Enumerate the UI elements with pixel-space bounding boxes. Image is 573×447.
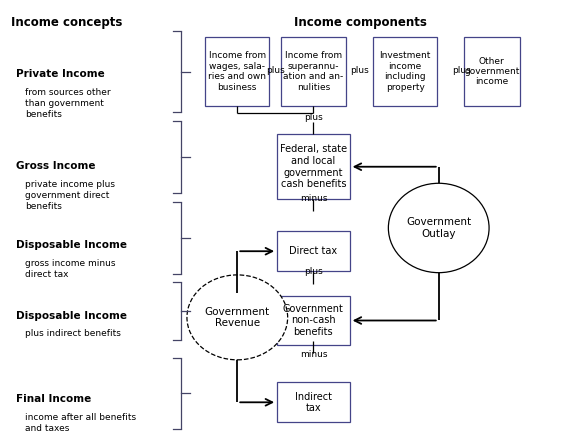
FancyBboxPatch shape (464, 37, 520, 106)
FancyBboxPatch shape (277, 296, 350, 345)
Text: plus: plus (304, 267, 323, 276)
Text: Income from
wages, sala-
ries and own
business: Income from wages, sala- ries and own bu… (209, 51, 266, 92)
FancyBboxPatch shape (277, 382, 350, 422)
Text: plus: plus (266, 66, 285, 75)
Text: Income concepts: Income concepts (11, 16, 123, 29)
Text: Indirect
tax: Indirect tax (295, 392, 332, 413)
Text: Federal, state
and local
government
cash benefits: Federal, state and local government cash… (280, 144, 347, 189)
Text: plus: plus (452, 66, 470, 75)
Text: Income components: Income components (294, 16, 427, 29)
Text: Investment
income
including
property: Investment income including property (379, 51, 431, 92)
Text: from sources other
than government
benefits: from sources other than government benef… (25, 88, 111, 119)
Text: plus: plus (351, 66, 369, 75)
Text: Other
government
income: Other government income (464, 57, 520, 86)
Text: minus: minus (300, 350, 327, 358)
Text: Direct tax: Direct tax (289, 246, 337, 256)
Ellipse shape (388, 183, 489, 273)
Text: Government
Revenue: Government Revenue (205, 307, 270, 328)
Text: gross income minus
direct tax: gross income minus direct tax (25, 259, 115, 279)
FancyBboxPatch shape (277, 231, 350, 271)
Text: Government
Outlay: Government Outlay (406, 217, 471, 239)
FancyBboxPatch shape (373, 37, 437, 106)
Text: minus: minus (300, 194, 327, 203)
Text: Private Income: Private Income (16, 69, 105, 79)
FancyBboxPatch shape (277, 134, 350, 199)
Ellipse shape (187, 275, 288, 360)
Text: Final Income: Final Income (16, 394, 92, 404)
Text: private income plus
government direct
benefits: private income plus government direct be… (25, 180, 115, 211)
Text: Gross Income: Gross Income (16, 161, 96, 171)
Text: plus indirect benefits: plus indirect benefits (25, 329, 120, 338)
Text: Disposable Income: Disposable Income (16, 240, 127, 250)
FancyBboxPatch shape (205, 37, 269, 106)
Text: Income from
superannu-
ation and an-
nulities: Income from superannu- ation and an- nul… (283, 51, 344, 92)
Text: plus: plus (304, 113, 323, 122)
FancyBboxPatch shape (281, 37, 346, 106)
Text: income after all benefits
and taxes: income after all benefits and taxes (25, 413, 136, 433)
Text: Government
non-cash
benefits: Government non-cash benefits (283, 304, 344, 337)
Text: Disposable Income: Disposable Income (16, 311, 127, 320)
